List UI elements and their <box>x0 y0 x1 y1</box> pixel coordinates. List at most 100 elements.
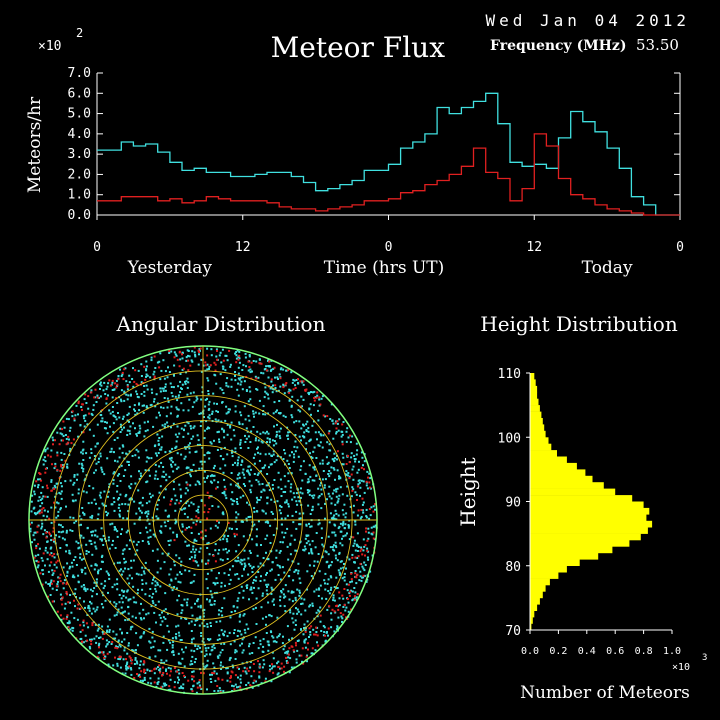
meteor-point <box>125 663 128 666</box>
meteor-point <box>88 607 91 610</box>
meteor-point <box>338 418 341 421</box>
meteor-point <box>191 663 194 665</box>
meteor-point <box>192 670 195 673</box>
meteor-point <box>154 444 157 447</box>
meteor-point <box>90 543 93 545</box>
meteor-point <box>332 422 335 425</box>
meteor-point <box>167 366 169 369</box>
meteor-point <box>373 538 376 541</box>
meteor-point-highlight <box>198 679 201 682</box>
meteor-point <box>209 621 212 624</box>
meteor-point <box>78 546 81 549</box>
meteor-point <box>337 497 340 500</box>
meteor-point <box>93 587 96 590</box>
meteor-point <box>242 589 245 592</box>
meteor-point <box>235 354 238 357</box>
meteor-point <box>210 348 213 351</box>
meteor-point <box>296 588 299 591</box>
flux-x-tick-label: 0 <box>385 240 393 255</box>
meteor-point-highlight <box>67 435 70 438</box>
meteor-point <box>200 398 203 401</box>
meteor-point <box>136 412 139 415</box>
meteor-point <box>238 361 241 364</box>
meteor-point <box>119 480 122 482</box>
meteor-point <box>318 587 320 590</box>
meteor-point <box>261 441 264 444</box>
meteor-point <box>240 585 243 588</box>
meteor-point <box>80 462 83 465</box>
meteor-point <box>100 603 103 606</box>
meteor-point <box>73 475 76 478</box>
meteor-point <box>156 583 159 586</box>
meteor-point <box>299 581 302 584</box>
meteor-point <box>206 659 209 662</box>
meteor-point <box>92 434 95 437</box>
meteor-point <box>357 566 360 569</box>
meteor-point <box>180 453 183 456</box>
meteor-point <box>38 496 41 499</box>
meteor-point <box>127 461 130 463</box>
meteor-point <box>125 452 128 455</box>
meteor-point <box>90 501 93 504</box>
meteor-point <box>119 423 122 426</box>
meteor-point <box>127 644 130 647</box>
meteor-point <box>122 658 125 661</box>
meteor-point <box>323 486 326 489</box>
meteor-point <box>131 498 133 501</box>
meteor-point <box>314 649 317 652</box>
meteor-point <box>199 520 202 523</box>
meteor-point <box>80 523 82 526</box>
meteor-point <box>198 681 201 684</box>
meteor-point <box>187 409 190 412</box>
meteor-point <box>175 637 178 640</box>
meteor-point <box>336 422 339 425</box>
meteor-point <box>355 543 358 546</box>
meteor-point <box>41 497 44 500</box>
meteor-point <box>52 572 55 575</box>
flux-x-tick-label: 0 <box>93 240 101 255</box>
meteor-point <box>349 505 352 508</box>
meteor-point <box>89 516 92 519</box>
meteor-point <box>267 482 270 485</box>
meteor-point <box>216 486 219 489</box>
meteor-point <box>83 512 86 515</box>
meteor-point <box>329 546 332 549</box>
meteor-point <box>192 391 195 394</box>
meteor-point <box>151 630 154 633</box>
meteor-point <box>66 615 69 618</box>
meteor-point <box>238 620 241 623</box>
meteor-point <box>278 430 281 433</box>
meteor-point <box>286 459 289 462</box>
meteor-point-highlight <box>106 652 109 655</box>
meteor-point-highlight <box>335 427 338 430</box>
meteor-point <box>75 540 78 543</box>
meteor-point <box>362 464 364 467</box>
meteor-point-highlight <box>259 665 262 668</box>
meteor-point <box>279 667 281 670</box>
meteor-point <box>206 397 208 400</box>
meteor-point <box>214 679 217 682</box>
meteor-point <box>206 598 208 601</box>
meteor-point <box>158 437 161 439</box>
meteor-point <box>281 531 284 534</box>
meteor-point <box>111 381 114 384</box>
height-bar <box>530 488 616 496</box>
meteor-point <box>249 515 252 518</box>
meteor-point <box>131 649 134 652</box>
meteor-point <box>95 502 97 505</box>
meteor-point <box>122 517 125 520</box>
meteor-point <box>236 464 239 467</box>
meteor-point-highlight <box>216 520 218 522</box>
meteor-point <box>359 575 362 578</box>
meteor-point <box>197 505 200 508</box>
meteor-point <box>83 479 86 482</box>
flux-x-tick-label: 12 <box>235 240 251 255</box>
meteor-point <box>258 412 261 415</box>
meteor-point <box>102 594 105 597</box>
meteor-point <box>241 460 244 463</box>
meteor-point <box>240 558 243 561</box>
meteor-point <box>44 546 47 549</box>
meteor-point <box>230 451 233 454</box>
meteor-point <box>81 571 83 574</box>
meteor-point <box>93 471 96 474</box>
